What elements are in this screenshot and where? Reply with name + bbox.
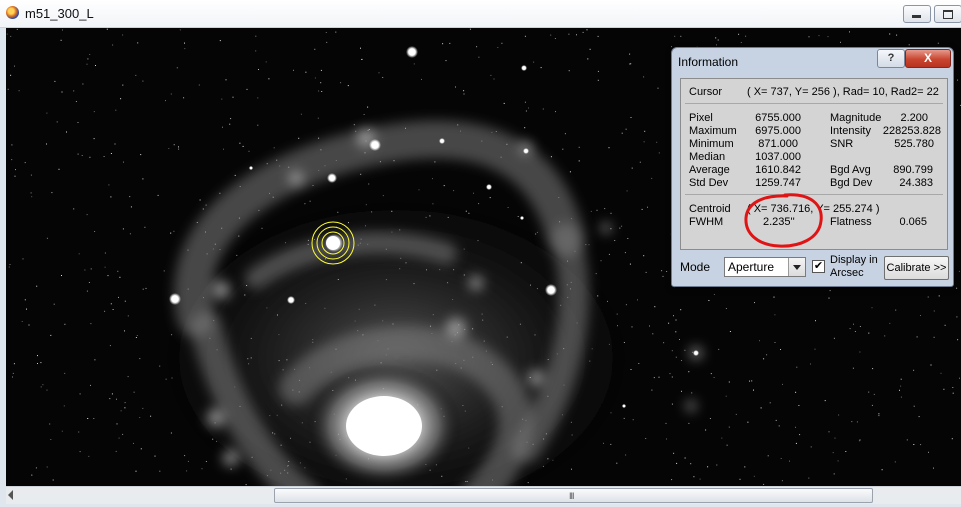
stat-label: Maximum bbox=[689, 125, 737, 137]
stat-value: 6975.000 bbox=[755, 125, 801, 137]
mode-select[interactable]: Aperture bbox=[724, 257, 806, 277]
divider bbox=[685, 194, 943, 195]
window-titlebar: m51_300_L bbox=[0, 0, 961, 28]
minimize-button[interactable] bbox=[903, 5, 931, 23]
calibrate-button[interactable]: Calibrate >> bbox=[884, 256, 949, 280]
galaxy-image bbox=[6, 28, 961, 486]
window-title: m51_300_L bbox=[25, 6, 94, 21]
stat-label: Std Dev bbox=[689, 177, 729, 189]
centroid-value: ( X= 736.716, Y= 255.274 ) bbox=[747, 203, 880, 215]
stat-value: 24.383 bbox=[899, 177, 933, 189]
information-dialog[interactable]: Information ? X Cursor ( X= 737, Y= 256 … bbox=[671, 47, 954, 287]
app-icon bbox=[6, 6, 19, 19]
stat-label: SNR bbox=[830, 138, 854, 150]
chevron-down-icon[interactable] bbox=[788, 258, 805, 276]
flatness-value: 0.065 bbox=[899, 216, 927, 228]
stat-label: Intensity bbox=[830, 125, 871, 137]
restore-button[interactable] bbox=[934, 5, 961, 23]
stat-label: Minimum bbox=[689, 138, 734, 150]
mode-label: Mode bbox=[680, 260, 711, 274]
divider bbox=[685, 103, 943, 104]
stat-value: 890.799 bbox=[893, 164, 933, 176]
close-button[interactable]: X bbox=[905, 49, 951, 68]
scrollbar-grip: III bbox=[569, 491, 574, 501]
fwhm-value: 2.235'' bbox=[763, 216, 795, 228]
dialog-footer: Mode Aperture ✔ Display in Arcsec Calibr… bbox=[678, 254, 949, 280]
display-arcsec-label-line1: Display in bbox=[830, 254, 878, 266]
cursor-label: Cursor bbox=[689, 86, 723, 98]
stat-value: 871.000 bbox=[758, 138, 798, 150]
stat-value: 1259.747 bbox=[755, 177, 801, 189]
mode-select-value: Aperture bbox=[728, 260, 775, 274]
dialog-title: Information bbox=[678, 55, 739, 69]
stat-label: Magnitude bbox=[830, 112, 882, 124]
stat-label: Bgd Dev bbox=[830, 177, 873, 189]
stat-value: 525.780 bbox=[894, 138, 934, 150]
stat-label: Pixel bbox=[689, 112, 713, 124]
display-arcsec-checkbox[interactable]: ✔ bbox=[812, 260, 825, 273]
stat-value: 6755.000 bbox=[755, 112, 801, 124]
scrollbar-thumb[interactable]: III bbox=[274, 488, 873, 503]
stat-label: Median bbox=[689, 151, 726, 163]
stat-label: Average bbox=[689, 164, 730, 176]
centroid-label: Centroid bbox=[689, 203, 731, 215]
annotation-ellipse bbox=[744, 193, 823, 248]
scroll-left-icon[interactable] bbox=[8, 490, 13, 500]
display-arcsec-label-line2: Arcsec bbox=[830, 267, 864, 279]
horizontal-scrollbar[interactable]: III bbox=[6, 486, 961, 504]
stat-value: 1610.842 bbox=[755, 164, 801, 176]
stat-value: 2.200 bbox=[900, 112, 928, 124]
info-panel: Cursor ( X= 737, Y= 256 ), Rad= 10, Rad2… bbox=[680, 78, 948, 250]
stat-value: 1037.000 bbox=[755, 151, 801, 163]
stat-label: Bgd Avg bbox=[830, 164, 871, 176]
stat-value: 228253.828 bbox=[882, 125, 941, 137]
display-arcsec-label: Display in Arcsec bbox=[830, 254, 878, 280]
help-button[interactable]: ? bbox=[877, 49, 905, 68]
cursor-value: ( X= 737, Y= 256 ), Rad= 10, Rad2= 22 bbox=[747, 86, 939, 98]
flatness-label: Flatness bbox=[830, 216, 872, 228]
fwhm-label: FWHM bbox=[689, 216, 724, 228]
